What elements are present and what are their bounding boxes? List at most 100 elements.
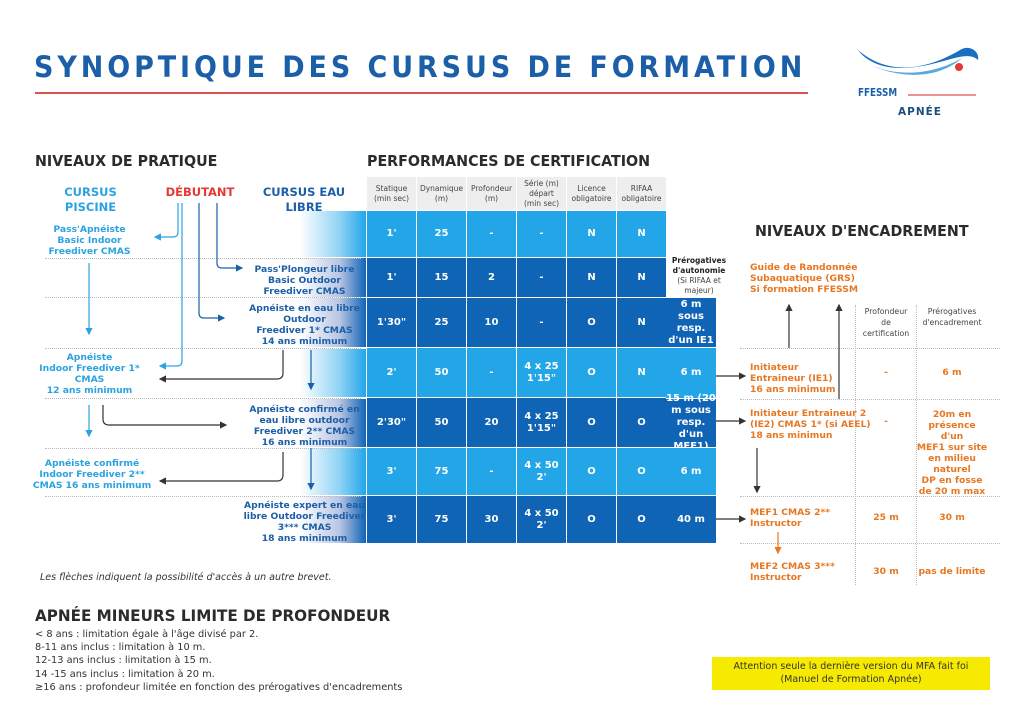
level-apneiste-eau-libre: Apnéiste en eau libre Outdoor Freediver 1*… [249, 303, 360, 347]
table-cell: - [516, 210, 567, 258]
level-apneiste-confirme-indoor: Apnéiste confirmé Indoor Freediver 2** CMA… [32, 458, 152, 491]
table-cell: 4 x 25 1'15" [516, 397, 567, 448]
row-divider [45, 448, 361, 449]
table-row: 2'30" 50 20 4 x 25 1'15" O O [366, 397, 667, 448]
wave-logo-icon [858, 47, 979, 96]
mineurs-line: 14 -15 ans inclus : limitation à 20 m. [35, 668, 215, 680]
table-column-header: Dynamique (m) [416, 176, 467, 211]
arrows-note: Les flèches indiquent la possibilité d'a… [40, 572, 332, 583]
table-cell: 2 [466, 257, 517, 298]
level-ie2: Initiateur Entraineur 2 (IE2) CMAS 1* (si… [750, 408, 871, 441]
ffessm-logo: FFESSM APNÉE [850, 38, 990, 123]
table-cell: 75 [416, 495, 467, 544]
col-cursus-piscine: CURSUS PISCINE [64, 185, 117, 214]
level-ie1: Initiateur Entraineur (IE1) 16 ans minimum [750, 362, 836, 395]
performances-heading: PERFORMANCES DE CERTIFICATION [367, 152, 651, 170]
row-fade-5 [300, 399, 366, 447]
row-fade-1 [300, 211, 366, 257]
table-cell: 1' [366, 210, 417, 258]
row-divider [45, 496, 361, 497]
title-underline [35, 92, 808, 94]
table-cell: 50 [416, 397, 467, 448]
table-cell: O [616, 495, 667, 544]
table-cell: - [516, 297, 567, 348]
arrow-debutant-to-pass-apneiste [153, 203, 179, 241]
table-column-header: Série (m) départ (min sec) [516, 176, 567, 211]
table-cell: 30 [466, 495, 517, 544]
table-header-row: Statique (min sec) Dynamique (m) Profondeur(… [366, 176, 667, 211]
table-cell: 3' [366, 495, 417, 544]
table-column-header: Licence obligatoire [566, 176, 617, 211]
arrow-debutant-to-indoor-fd1 [158, 203, 183, 370]
row-divider [45, 258, 361, 259]
table-cell: O [566, 495, 617, 544]
table-cell: 2'30" [366, 397, 417, 448]
table-cell: O [616, 447, 667, 496]
table-cell: 20 [466, 397, 517, 448]
mineurs-line: 8-11 ans inclus : limitation à 10 m. [35, 642, 206, 654]
table-row: 1' 25- - N N [366, 210, 667, 258]
page-title: SYNOPTIQUE DES CURSUS DE FORMATION [34, 50, 807, 84]
row-fade-7 [300, 496, 366, 543]
col-cursus-eau-libre: CURSUS EAU LIBRE [262, 185, 346, 214]
row-divider [740, 496, 1000, 497]
arrow-debutant-to-pass-plongeur [216, 203, 244, 272]
row-fade-3 [300, 298, 366, 347]
row-divider [740, 543, 1000, 544]
ie2-prerogatives: 20m en présence d'un MEF1 sur site en milie… [916, 409, 988, 497]
table-cell: O [566, 347, 617, 398]
arrow-eau-libre-to-indoor-fd1 [158, 350, 284, 383]
autonomie-cell: 6 m [666, 348, 716, 399]
level-pass-apneiste: Pass'Apnéiste Basic Indoor Freediver CMAS [48, 224, 131, 257]
table-row: 3' 75-4 x 50 2' O O [366, 447, 667, 496]
table-cell: N [616, 257, 667, 298]
niveaux-heading: NIVEAUX DE PRATIQUE [35, 152, 218, 170]
mef2-prerogatives: pas de limite [918, 566, 986, 577]
ie1-profondeur: - [884, 367, 888, 378]
mineurs-line: 12-13 ans inclus : limitation à 15 m. [35, 655, 212, 667]
table-cell: O [566, 447, 617, 496]
table-cell: O [566, 397, 617, 448]
table-column-header: Statique (min sec) [366, 176, 417, 211]
arrow-confirme-eau-libre-to-confirme-indoor [158, 452, 284, 485]
table-cell: 25 [416, 297, 467, 348]
table-row: 1' 15 2- N N [366, 257, 667, 298]
level-mef1: MEF1 CMAS 2** Instructor [750, 507, 831, 529]
table-row: 1'30" 25 10- O N [366, 297, 667, 348]
mfa-warning-box: Attention seule la dernière version du M… [712, 657, 990, 690]
mineurs-list: < 8 ans : limitation égale à l'âge divis… [35, 628, 402, 694]
column-divider [916, 305, 917, 585]
arrow-debutant-to-eau-libre-fd1 [198, 203, 226, 322]
mineurs-line: < 8 ans : limitation égale à l'âge divis… [35, 629, 259, 640]
table-cell: N [616, 297, 667, 348]
mef1-prerogatives: 30 m [939, 512, 965, 523]
table-cell: N [566, 257, 617, 298]
table-cell: 15 [416, 257, 467, 298]
row-divider [740, 348, 1000, 349]
table-cell: O [566, 297, 617, 348]
performances-table: Statique (min sec) Dynamique (m) Profondeur(… [366, 176, 667, 544]
level-grs: Guide de Randonnée Subaquatique (GRS) Si f… [750, 262, 858, 295]
col-debutant: DÉBUTANT [165, 185, 235, 199]
table-row: 3' 75 30 4 x 50 2' O O [366, 495, 667, 544]
table-cell: O [616, 397, 667, 448]
table-cell: 4 x 50 2' [516, 495, 567, 544]
autonomie-cell: 15 m (20 m sous resp. d'un MEF1) [666, 393, 716, 452]
row-divider [45, 348, 361, 349]
table-cell: 25 [416, 210, 467, 258]
encadrement-heading: NIVEAUX D'ENCADREMENT [755, 222, 969, 240]
arrow-indoor-fd1-to-confirme-eau-libre [102, 405, 228, 429]
ie1-prerogatives: 6 m [942, 367, 962, 378]
level-apneiste-indoor: Apnéiste Indoor Freediver 1* CMAS 12 ans mi… [39, 352, 140, 396]
autonomie-header: Prérogatives d'autonomie (Si RIFAA et ma… [671, 256, 727, 295]
logo-subtitle: APNÉE [898, 106, 942, 118]
table-cell: N [616, 347, 667, 398]
table-cell: 2' [366, 347, 417, 398]
logo-brand: FFESSM [858, 86, 898, 99]
table-column-header: RIFAA obligatoire [616, 176, 667, 211]
level-apneiste-expert: Apnéiste expert en eau libre Outdoor Free… [243, 500, 366, 544]
table-cell: 4 x 25 1'15" [516, 347, 567, 398]
mineurs-line: ≥16 ans : profondeur limitée en fonction… [35, 681, 403, 693]
ie2-profondeur: - [884, 416, 888, 427]
